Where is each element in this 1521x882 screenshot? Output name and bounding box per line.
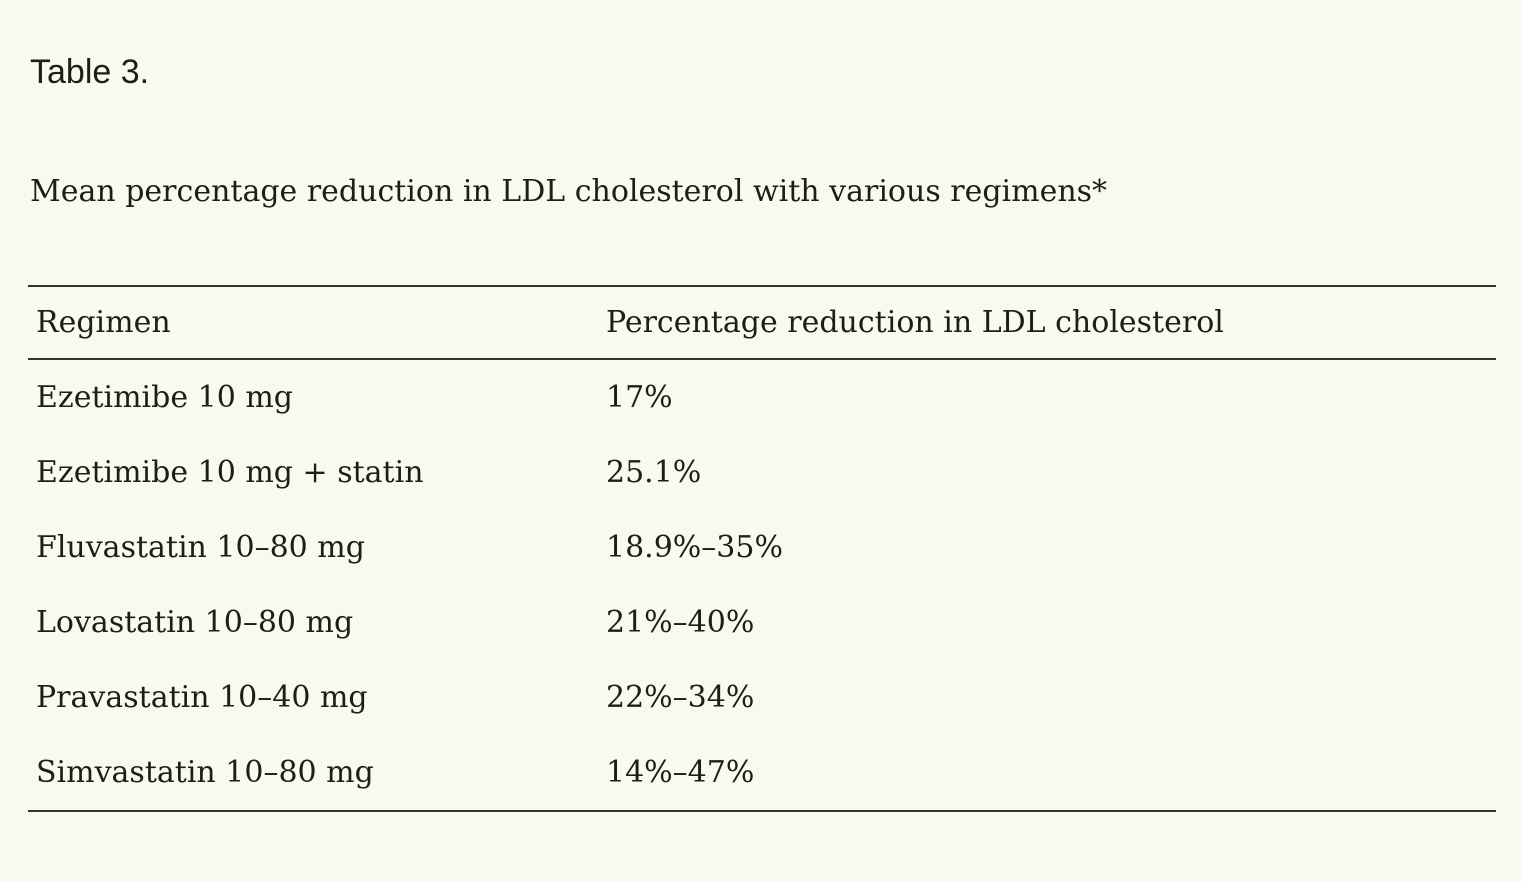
table-label: Table 3. — [30, 53, 150, 91]
table-row: Ezetimibe 10 mg 17% — [28, 359, 1496, 435]
table-body: Ezetimibe 10 mg 17% Ezetimibe 10 mg + st… — [28, 359, 1496, 812]
table-row: Lovastatin 10–80 mg 21%–40% — [28, 585, 1496, 660]
reduction-cell: 25.1% — [606, 455, 702, 490]
table-row: Pravastatin 10–40 mg 22%–34% — [28, 660, 1496, 735]
table-row: Ezetimibe 10 mg + statin 25.1% — [28, 435, 1496, 510]
table-row: Simvastatin 10–80 mg 14%–47% — [28, 735, 1496, 812]
reduction-cell: 14%–47% — [606, 735, 1496, 812]
reduction-cell: 21%–40% — [606, 605, 755, 640]
regimen-cell: Ezetimibe 10 mg — [36, 380, 294, 415]
reduction-cell: 17% — [606, 380, 673, 415]
header-row: Regimen Percentage reduction in LDL chol… — [28, 285, 1496, 360]
regimen-cell: Ezetimibe 10 mg + statin — [36, 455, 424, 490]
table-caption: Mean percentage reduction in LDL cholest… — [30, 174, 1108, 209]
table-header: Regimen Percentage reduction in LDL chol… — [28, 285, 1496, 360]
table-row: Fluvastatin 10–80 mg 18.9%–35% — [28, 510, 1496, 585]
reduction-cell: 18.9%–35% — [606, 530, 783, 565]
regimen-table: Regimen Percentage reduction in LDL chol… — [28, 285, 1496, 812]
regimen-cell: Fluvastatin 10–80 mg — [36, 530, 365, 565]
regimen-cell: Pravastatin 10–40 mg — [36, 680, 368, 715]
regimen-cell: Lovastatin 10–80 mg — [36, 605, 354, 640]
regimen-cell: Simvastatin 10–80 mg — [28, 735, 606, 812]
column-header-reduction: Percentage reduction in LDL cholesterol — [606, 285, 1496, 360]
reduction-cell: 22%–34% — [606, 680, 755, 715]
column-header-regimen: Regimen — [28, 285, 606, 360]
